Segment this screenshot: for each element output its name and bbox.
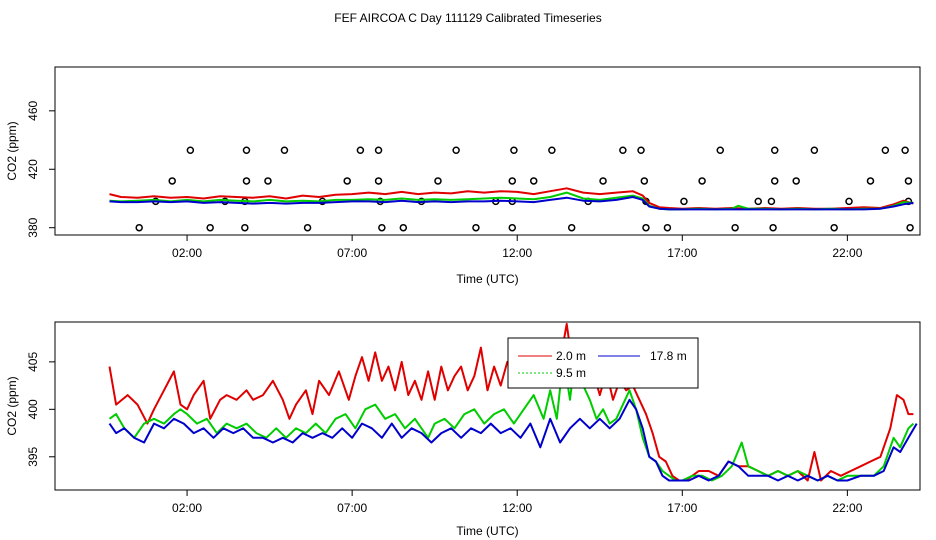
- top-flag-point: [548, 146, 556, 155]
- figure-title: FEF AIRCOA C Day 111129 Calibrated Times…: [334, 11, 601, 25]
- top-x-axis: 02:00 07:00 12:00 17:00 22:00: [172, 235, 863, 260]
- top-flag-point: [135, 223, 143, 232]
- top-flag-point: [640, 177, 649, 185]
- top-flag-point: [510, 146, 518, 155]
- top-flag-point: [904, 177, 913, 185]
- top-flag-point: [434, 177, 442, 185]
- top-flag-point: [770, 177, 779, 185]
- bottom-x-tick-label: 17:00: [667, 501, 697, 515]
- top-flag-point: [680, 197, 688, 206]
- bottom-x-tick-label: 22:00: [832, 501, 862, 515]
- top-y-axis: 380 420 460: [26, 100, 55, 238]
- top-flag-point: [399, 223, 408, 232]
- top-flag-point: [242, 177, 251, 185]
- top-x-tick-label: 17:00: [667, 246, 697, 260]
- bottom-y-tick-label: 400: [26, 399, 40, 419]
- top-y-tick-label: 460: [26, 100, 40, 120]
- top-flag-point: [529, 177, 538, 185]
- top-flag-point: [754, 197, 762, 206]
- bottom-panel: 02:00 07:00 12:00 17:00 22:00 395 400 405 Time…: [5, 321, 921, 538]
- bottom-x-tick-label: 07:00: [337, 501, 367, 515]
- top-flag-point: [698, 177, 706, 185]
- top-flag-point: [343, 177, 351, 185]
- legend-label-17m: 17.8 m: [650, 349, 687, 363]
- top-x-tick-label: 02:00: [172, 246, 202, 260]
- legend-label-9m: 9.5 m: [556, 366, 586, 380]
- top-flag-point: [716, 146, 725, 155]
- top-x-tick-label: 22:00: [832, 246, 862, 260]
- top-plot-frame: [54, 66, 921, 236]
- bottom-y-tick-label: 395: [26, 446, 40, 466]
- bottom-plot-frame: [54, 321, 921, 491]
- bottom-x-axis-label: Time (UTC): [456, 524, 518, 538]
- top-flag-point: [792, 177, 800, 185]
- top-x-axis-label: Time (UTC): [456, 272, 518, 286]
- top-flag-point: [901, 146, 909, 155]
- top-flag-point: [830, 223, 838, 232]
- top-y-tick-label: 420: [26, 159, 40, 179]
- bottom-y-axis-label: CO2 (ppm): [5, 376, 19, 435]
- top-x-tick-label: 07:00: [337, 246, 367, 260]
- top-flag-point: [663, 223, 672, 232]
- top-flag-point: [767, 197, 776, 206]
- top-flag-point: [508, 177, 517, 185]
- top-flag-point: [637, 146, 645, 155]
- top-flag-point: [186, 146, 195, 155]
- top-flag-point: [280, 146, 289, 155]
- bottom-x-tick-label: 02:00: [172, 501, 202, 515]
- top-flag-point: [241, 223, 249, 232]
- top-flag-point: [206, 223, 214, 232]
- top-flag-point: [881, 146, 890, 155]
- top-flag-point: [866, 177, 875, 185]
- legend-label-2m: 2.0 m: [556, 349, 586, 363]
- bottom-y-axis: 395 400 405: [26, 352, 55, 467]
- top-flag-point: [769, 223, 777, 232]
- top-flag-point: [619, 146, 627, 155]
- top-flag-point: [508, 223, 517, 232]
- top-flag-point: [356, 146, 365, 155]
- top-x-tick-label: 12:00: [502, 246, 532, 260]
- top-flag-point: [472, 223, 480, 232]
- top-flag-point: [642, 223, 650, 232]
- top-flag-point: [378, 223, 386, 232]
- top-flag-point: [731, 223, 739, 232]
- top-flag-point: [452, 146, 460, 155]
- top-series-lines: [109, 187, 914, 211]
- top-panel: 02:00 07:00 12:00 17:00 22:00 380 420 460 Time…: [5, 66, 921, 286]
- top-flag-point: [770, 146, 779, 155]
- top-flag-point: [906, 223, 914, 232]
- top-flag-point: [168, 177, 176, 185]
- top-flag-point: [567, 223, 576, 232]
- top-y-tick-label: 380: [26, 217, 40, 237]
- top-flag-point: [242, 146, 251, 155]
- top-flag-point: [599, 177, 607, 185]
- top-y-axis-label: CO2 (ppm): [5, 121, 19, 180]
- bottom-y-tick-label: 405: [26, 352, 40, 372]
- top-flag-point: [374, 177, 383, 185]
- top-flag-point: [810, 146, 819, 155]
- bottom-series-17-8-mline: [108, 398, 918, 482]
- top-flag-point: [845, 197, 853, 206]
- top-flag-point: [303, 223, 312, 232]
- legend-box: [507, 337, 699, 389]
- legend: 2.0 m 9.5 m 17.8 m: [507, 337, 699, 389]
- top-flag-point: [264, 177, 272, 185]
- bottom-x-axis: 02:00 07:00 12:00 17:00 22:00: [172, 490, 863, 515]
- top-series-17-8-mline: [109, 196, 914, 211]
- top-flag-point: [374, 146, 383, 155]
- bottom-x-tick-label: 12:00: [502, 501, 532, 515]
